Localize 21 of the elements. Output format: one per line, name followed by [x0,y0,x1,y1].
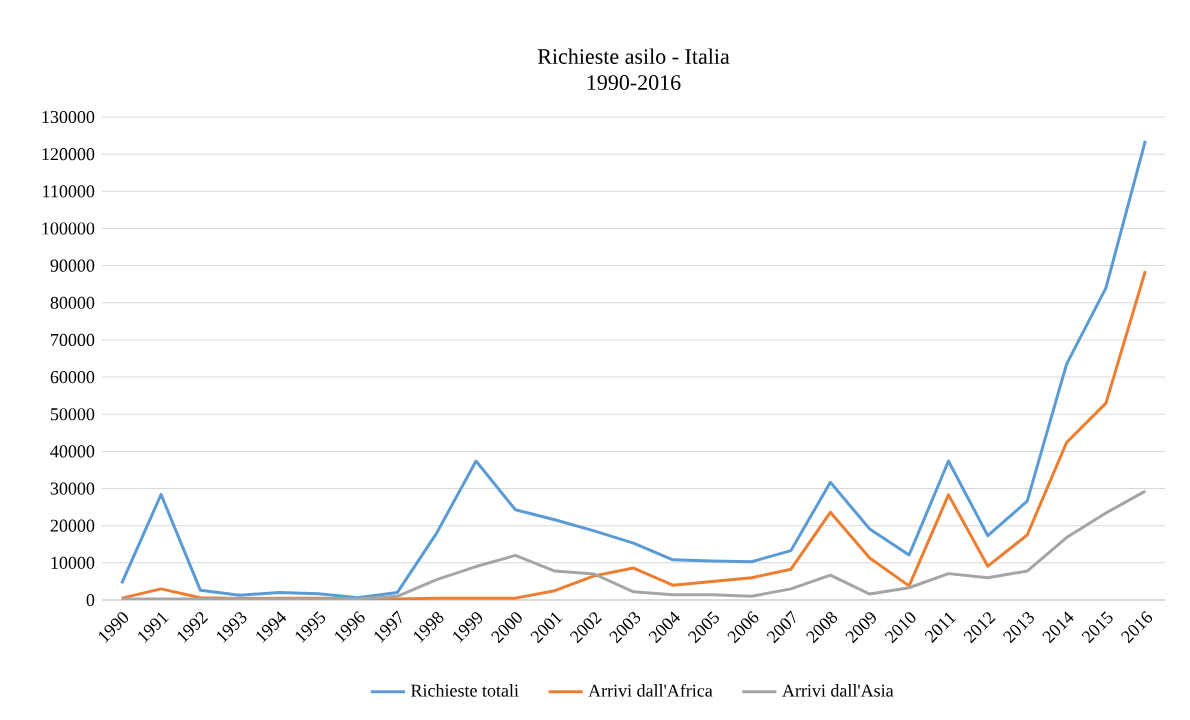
y-tick-label: 70000 [51,333,95,347]
legend-label: Richieste totali [411,684,519,697]
y-tick-label: 20000 [50,519,95,532]
legend-label: Arrivi dall'Asia [782,684,894,697]
y-tick-label: 0 [86,593,95,607]
y-tick-label: 80000 [50,296,95,309]
chart-subtitle: 1990-2016 [587,75,681,90]
y-tick-label: 30000 [50,482,95,495]
line-series [120,139,1147,600]
legend-label: Arrivi dall'Africa [588,683,713,697]
y-tick-label: 50000 [50,408,95,421]
y-tick-label: 60000 [50,371,95,384]
y-tick-label: 110000 [43,185,95,198]
y-tick-label: 120000 [42,148,95,161]
y-tick-label: 10000 [51,556,95,569]
y-tick-label: 40000 [50,445,95,458]
x-tick-label: 2011 [924,612,957,643]
y-tick-label: 130000 [42,110,95,124]
y-tick-label: 100000 [42,222,95,235]
y-tick-label: 90000 [50,259,95,272]
chart-title: Richieste asilo - Italia [537,48,730,64]
